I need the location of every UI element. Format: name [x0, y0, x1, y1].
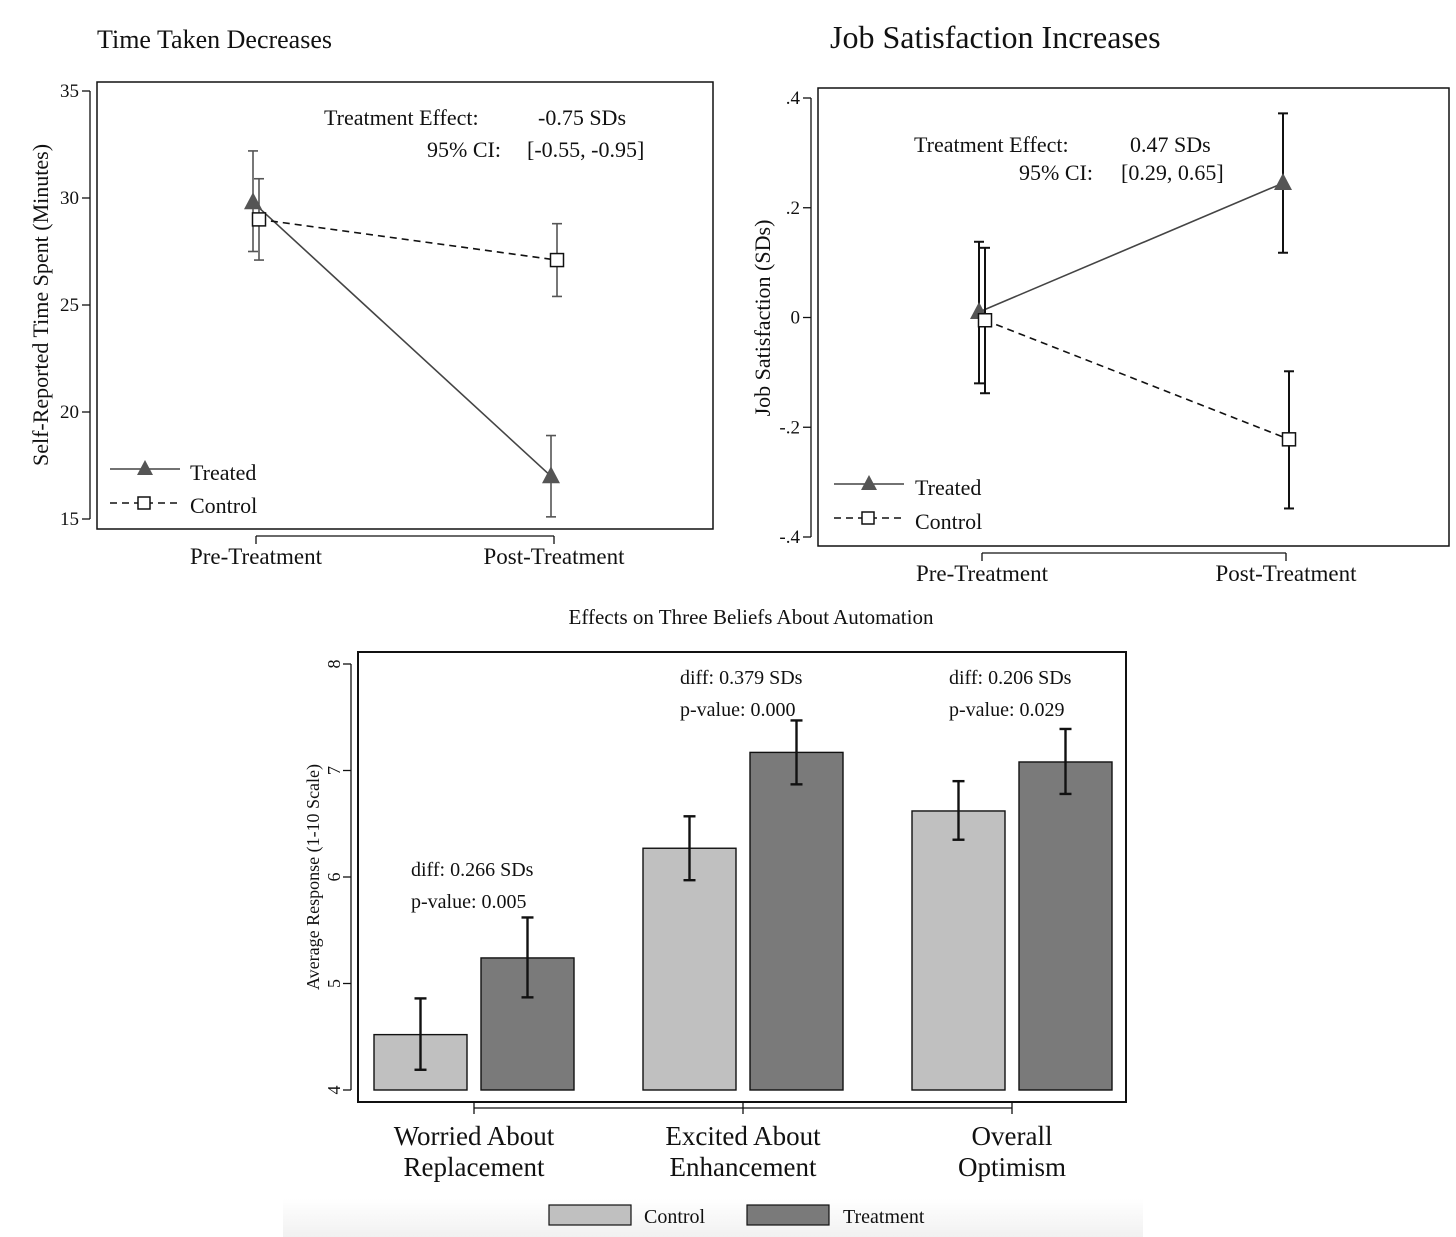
y-tick-label: 7	[324, 766, 344, 775]
control-point	[251, 212, 267, 227]
y-axis: .4 .2 0 -.2 -.4	[779, 88, 812, 548]
plot-frame	[96, 81, 714, 530]
y-tick-label: 0	[791, 308, 801, 329]
pvalue-annotation: p-value: 0.029	[949, 699, 1065, 721]
y-tick-label: 35	[60, 81, 79, 102]
pvalue-annotation: p-value: 0.005	[411, 891, 527, 913]
pvalue-annotation: p-value: 0.000	[680, 699, 796, 721]
legend-treated-label: Treated	[915, 475, 981, 500]
time-taken-svg: Time Taken Decreases Self-Reported Time …	[28, 25, 714, 569]
treatment-bar	[749, 751, 844, 1091]
y-tick-label: 15	[60, 509, 79, 530]
treated-point	[542, 466, 560, 484]
treatment-effect-label: Treatment Effect:	[914, 132, 1069, 157]
legend: Control Treatment	[548, 1204, 925, 1228]
ci-label: 95% CI:	[1019, 160, 1093, 185]
x-tick-label: Excited About	[665, 1121, 821, 1151]
treated-series-line	[978, 182, 1284, 313]
legend-control-swatch	[548, 1204, 632, 1226]
y-axis: 15 20 25 30 35	[60, 81, 91, 530]
x-tick-label: Post-Treatment	[484, 544, 626, 569]
treated-point	[244, 192, 262, 210]
beliefs-bar-chart: Effects on Three Beliefs About Automatio…	[283, 596, 1143, 1237]
plot-frame	[357, 651, 1127, 1103]
legend-treated-marker	[137, 460, 153, 475]
y-tick-label: 4	[324, 1086, 344, 1095]
x-tick-label: Worried About	[394, 1121, 555, 1151]
treated-point	[1274, 173, 1292, 191]
control-series-line	[258, 218, 558, 261]
y-tick-label: .4	[786, 88, 801, 109]
job-satisfaction-chart: Job Satisfaction Increases Job Satisfact…	[730, 0, 1456, 600]
control-point	[977, 312, 993, 328]
y-tick-label: 20	[60, 402, 79, 423]
ci-label: 95% CI:	[427, 137, 501, 162]
legend: Treated Control	[110, 460, 257, 518]
control-bar	[911, 810, 1006, 1091]
diff-annotation: diff: 0.206 SDs	[949, 667, 1072, 689]
ci-value: [0.29, 0.65]	[1121, 160, 1224, 185]
legend: Treated Control	[834, 475, 982, 534]
x-tick-label: Pre-Treatment	[190, 544, 323, 569]
y-tick-label: 5	[324, 979, 344, 988]
y-tick-label: 25	[60, 295, 79, 316]
y-axis-label: Job Satisfaction (SDs)	[750, 220, 775, 417]
x-axis: Pre-Treatment Post-Treatment	[916, 552, 1358, 586]
chart-title: Job Satisfaction Increases	[830, 19, 1161, 55]
treatment-effect-value: 0.47 SDs	[1130, 132, 1211, 157]
y-tick-label: 30	[60, 188, 79, 209]
control-point	[549, 252, 565, 268]
chart-marks: diff: 0.266 SDs p-value: 0.005 diff: 0.379…	[373, 667, 1113, 1091]
chart-marks	[244, 150, 565, 518]
y-tick-label: 8	[324, 660, 344, 669]
job-satisfaction-svg: Job Satisfaction Increases Job Satisfact…	[750, 19, 1450, 586]
diff-annotation: diff: 0.379 SDs	[680, 667, 803, 689]
ci-value: [-0.55, -0.95]	[527, 137, 644, 162]
plot-frame	[817, 87, 1450, 547]
legend-control-marker	[861, 511, 875, 525]
treatment-effect-value: -0.75 SDs	[538, 105, 626, 130]
y-axis-label: Average Response (1-10 Scale)	[303, 764, 324, 990]
y-tick-label: 6	[324, 873, 344, 882]
x-tick-label: Post-Treatment	[1216, 561, 1358, 586]
treated-series-line	[252, 201, 552, 477]
control-bar	[642, 847, 737, 1091]
y-tick-label: .2	[786, 198, 800, 219]
diff-annotation: diff: 0.266 SDs	[411, 859, 534, 881]
legend-control-label: Control	[915, 509, 982, 534]
treatment-effect-label: Treatment Effect:	[324, 105, 479, 130]
y-tick-label: -.4	[779, 527, 800, 548]
legend-treatment-label: Treatment	[843, 1206, 925, 1228]
y-axis: 4 5 6 7 8	[324, 660, 352, 1095]
legend-treated-label: Treated	[190, 460, 256, 485]
chart-marks	[970, 112, 1297, 510]
control-point	[1281, 432, 1297, 447]
beliefs-bar-svg: Effects on Three Beliefs About Automatio…	[303, 605, 1127, 1228]
legend-control-label: Control	[644, 1206, 706, 1228]
legend-treatment-swatch	[746, 1204, 830, 1226]
legend-control-label: Control	[190, 493, 257, 518]
treatment-bar	[1018, 761, 1113, 1091]
control-series-line	[984, 319, 1290, 441]
y-tick-label: -.2	[779, 417, 800, 438]
time-taken-chart: Time Taken Decreases Self-Reported Time …	[0, 0, 730, 590]
x-axis: Pre-Treatment Post-Treatment	[190, 535, 626, 569]
x-tick-label: Optimism	[958, 1152, 1066, 1182]
chart-title: Time Taken Decreases	[97, 25, 332, 54]
x-tick-label: Pre-Treatment	[916, 561, 1049, 586]
legend-control-marker	[137, 496, 151, 510]
x-tick-label: Overall	[972, 1121, 1053, 1151]
chart-title: Effects on Three Beliefs About Automatio…	[569, 605, 934, 629]
x-tick-label: Enhancement	[670, 1152, 817, 1182]
legend-treated-marker	[861, 475, 877, 490]
x-tick-label: Replacement	[404, 1152, 545, 1182]
y-axis-label: Self-Reported Time Spent (Minutes)	[28, 144, 53, 466]
